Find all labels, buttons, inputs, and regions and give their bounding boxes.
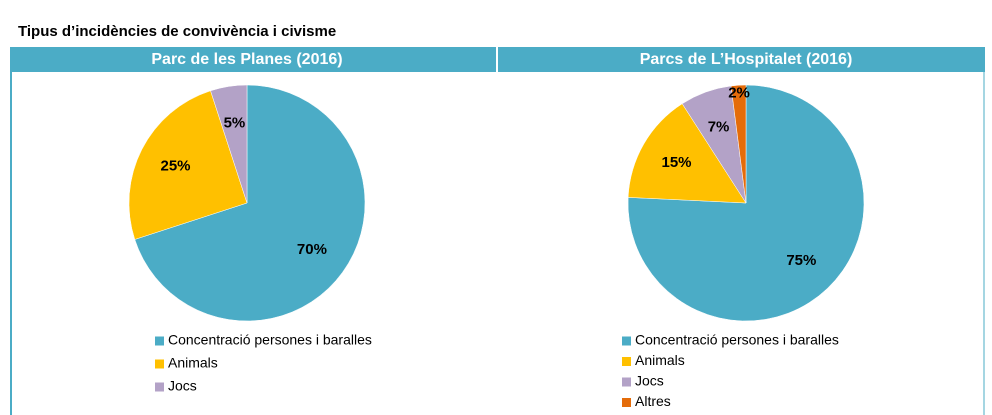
- legend-label: Animals: [635, 352, 685, 368]
- pie-slice: [128, 90, 248, 240]
- legend-label: Concentració persones i baralles: [635, 332, 839, 348]
- pie-slice: [210, 84, 248, 204]
- chart-title: Parc de les Planes (2016): [151, 51, 342, 68]
- legend-swatch: [155, 336, 164, 346]
- legend-swatch: [155, 359, 164, 369]
- data-label: 75%: [786, 252, 816, 269]
- data-label: 7%: [708, 119, 730, 136]
- legend-label: Concentració persones i baralles: [168, 332, 372, 348]
- legend-label: Altres: [635, 393, 671, 409]
- pie-slice: [627, 103, 747, 204]
- legend-swatch: [622, 357, 631, 366]
- legend-swatch: [622, 336, 631, 346]
- legend-label: Jocs: [168, 378, 197, 394]
- legend-swatch: [622, 398, 631, 407]
- legend-swatch: [155, 382, 164, 392]
- page-title: Tipus d’incidències de convivència i civ…: [18, 23, 336, 40]
- chart-title: Parcs de L’Hospitalet (2016): [640, 51, 853, 68]
- data-label: 70%: [297, 241, 327, 258]
- data-label: 5%: [224, 115, 246, 132]
- data-label: 25%: [160, 158, 190, 175]
- pie-slice: [134, 84, 366, 322]
- pie-slice: [730, 84, 747, 204]
- data-label: 15%: [661, 154, 691, 171]
- legend-label: Jocs: [635, 373, 664, 389]
- data-label: 2%: [728, 84, 750, 101]
- legend-swatch: [622, 377, 631, 387]
- legend-label: Animals: [168, 355, 218, 371]
